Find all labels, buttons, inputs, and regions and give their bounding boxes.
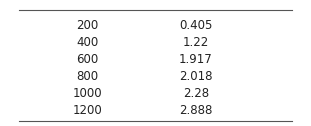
Text: 600: 600	[76, 53, 98, 66]
Text: 1.22: 1.22	[183, 36, 209, 49]
Text: 1200: 1200	[72, 104, 102, 117]
Text: 0.405: 0.405	[179, 19, 213, 32]
Text: 400: 400	[76, 36, 98, 49]
Text: 800: 800	[76, 70, 98, 83]
Text: 2.888: 2.888	[179, 104, 213, 117]
Text: 1.917: 1.917	[179, 53, 213, 66]
Text: 200: 200	[76, 19, 98, 32]
Text: 1000: 1000	[72, 87, 102, 100]
Text: 2.018: 2.018	[179, 70, 213, 83]
Text: 2.28: 2.28	[183, 87, 209, 100]
